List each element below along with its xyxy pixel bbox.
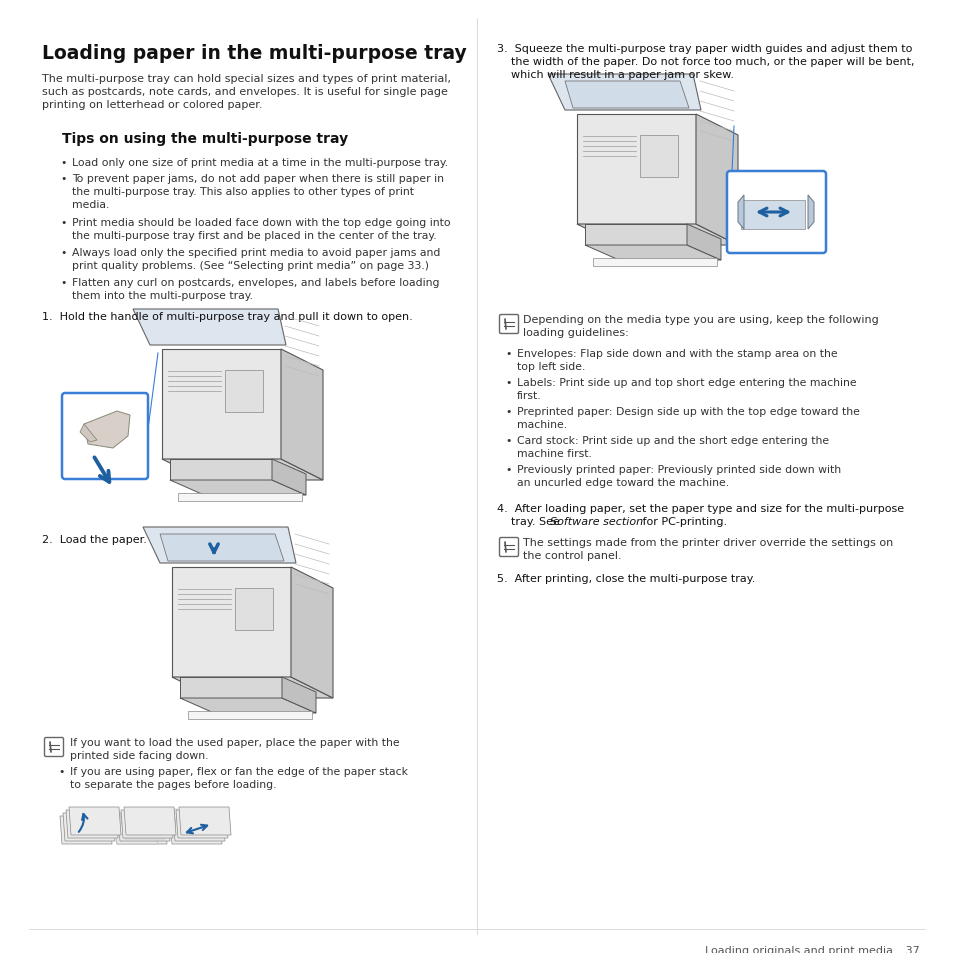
Polygon shape (63, 813, 115, 841)
FancyBboxPatch shape (45, 738, 64, 757)
Polygon shape (143, 527, 295, 563)
Text: •: • (504, 436, 511, 446)
Polygon shape (170, 459, 272, 480)
Text: If you want to load the used paper, place the paper with the
printed side facing: If you want to load the used paper, plac… (70, 738, 399, 760)
Polygon shape (69, 807, 121, 835)
Text: •: • (504, 349, 511, 358)
Polygon shape (547, 75, 700, 111)
Polygon shape (188, 711, 312, 720)
Polygon shape (120, 814, 170, 840)
Polygon shape (115, 816, 167, 844)
Polygon shape (60, 816, 112, 844)
Polygon shape (128, 809, 178, 834)
Polygon shape (162, 350, 281, 459)
Text: To prevent paper jams, do not add paper when there is still paper in
the multi-p: To prevent paper jams, do not add paper … (71, 174, 443, 210)
Text: Load only one size of print media at a time in the multi-purpose tray.: Load only one size of print media at a t… (71, 158, 448, 168)
Text: •: • (60, 158, 67, 168)
Text: •: • (58, 738, 64, 747)
Polygon shape (584, 246, 720, 261)
Bar (234, 588, 273, 630)
Text: •: • (60, 248, 67, 257)
Polygon shape (291, 567, 333, 699)
Polygon shape (170, 816, 222, 844)
Text: If you are using paper, flex or fan the edge of the paper stack
to separate the : If you are using paper, flex or fan the … (70, 766, 408, 789)
Polygon shape (584, 225, 686, 246)
Polygon shape (577, 115, 696, 225)
Polygon shape (80, 424, 97, 442)
Polygon shape (84, 412, 130, 449)
Polygon shape (162, 459, 323, 480)
Text: •: • (58, 766, 64, 776)
Text: Depending on the media type you are using, keep the following
loading guidelines: Depending on the media type you are usin… (522, 314, 878, 338)
Polygon shape (112, 820, 162, 844)
Polygon shape (807, 195, 813, 230)
Polygon shape (740, 201, 804, 230)
Polygon shape (281, 350, 323, 480)
Text: Envelopes: Flap side down and with the stamp area on the
top left side.: Envelopes: Flap side down and with the s… (517, 349, 837, 372)
Text: 3.  Squeeze the multi-purpose tray paper width guides and adjust them to
    the: 3. Squeeze the multi-purpose tray paper … (497, 44, 914, 80)
Polygon shape (124, 807, 175, 835)
Polygon shape (180, 699, 315, 713)
Text: •: • (60, 277, 67, 288)
Polygon shape (738, 195, 743, 230)
Text: Card stock: Print side up and the short edge entering the
machine first.: Card stock: Print side up and the short … (517, 436, 828, 458)
Text: Labels: Print side up and top short edge entering the machine
first.: Labels: Print side up and top short edge… (517, 377, 856, 400)
Text: •: • (60, 218, 67, 228)
Polygon shape (170, 480, 306, 496)
Polygon shape (180, 678, 282, 699)
Text: Loading originals and print media_  37: Loading originals and print media_ 37 (704, 944, 919, 953)
Text: The multi-purpose tray can hold special sizes and types of print material,
such : The multi-purpose tray can hold special … (42, 74, 451, 111)
Text: Print media should be loaded face down with the top edge going into
the multi-pu: Print media should be loaded face down w… (71, 218, 450, 240)
Polygon shape (593, 258, 717, 267)
FancyBboxPatch shape (726, 172, 825, 253)
Text: •: • (504, 407, 511, 416)
FancyBboxPatch shape (499, 537, 518, 557)
Polygon shape (686, 225, 720, 261)
Text: The settings made from the printer driver override the settings on
the control p: The settings made from the printer drive… (522, 537, 892, 560)
Text: •: • (504, 464, 511, 475)
Polygon shape (172, 678, 333, 699)
Polygon shape (272, 459, 306, 496)
Polygon shape (696, 115, 738, 246)
Bar (639, 136, 678, 178)
Polygon shape (121, 810, 172, 838)
FancyBboxPatch shape (62, 394, 148, 479)
Text: Preprinted paper: Design side up with the top edge toward the
machine.: Preprinted paper: Design side up with th… (517, 407, 859, 430)
Text: •: • (60, 174, 67, 184)
Text: 1.  Hold the handle of multi-purpose tray and pull it down to open.: 1. Hold the handle of multi-purpose tray… (42, 312, 413, 322)
Text: Tips on using the multi-purpose tray: Tips on using the multi-purpose tray (62, 132, 348, 146)
Text: for PC-printing.: for PC-printing. (639, 517, 726, 526)
Text: Previously printed paper: Previously printed side down with
an uncurled edge tow: Previously printed paper: Previously pri… (517, 464, 841, 487)
Text: 4.  After loading paper, set the paper type and size for the multi-purpose
    t: 4. After loading paper, set the paper ty… (497, 503, 903, 527)
FancyBboxPatch shape (499, 315, 518, 335)
Polygon shape (175, 810, 228, 838)
Text: 5.  After printing, close the multi-purpose tray.: 5. After printing, close the multi-purpo… (497, 574, 755, 583)
Polygon shape (172, 567, 291, 678)
Text: •: • (504, 377, 511, 388)
Polygon shape (178, 494, 302, 501)
Text: Software section: Software section (550, 517, 642, 526)
Text: Flatten any curl on postcards, envelopes, and labels before loading
them into th: Flatten any curl on postcards, envelopes… (71, 277, 439, 300)
Polygon shape (66, 810, 118, 838)
Polygon shape (118, 813, 170, 841)
Bar (225, 371, 263, 413)
Polygon shape (172, 813, 225, 841)
Polygon shape (564, 82, 688, 109)
Text: 2.  Load the paper.: 2. Load the paper. (42, 535, 147, 544)
Polygon shape (577, 225, 738, 246)
Text: Always load only the specified print media to avoid paper jams and
print quality: Always load only the specified print med… (71, 248, 440, 271)
Polygon shape (160, 535, 284, 561)
Polygon shape (132, 310, 286, 346)
Text: Loading paper in the multi-purpose tray: Loading paper in the multi-purpose tray (42, 44, 466, 63)
Polygon shape (282, 678, 315, 713)
Polygon shape (179, 807, 231, 835)
